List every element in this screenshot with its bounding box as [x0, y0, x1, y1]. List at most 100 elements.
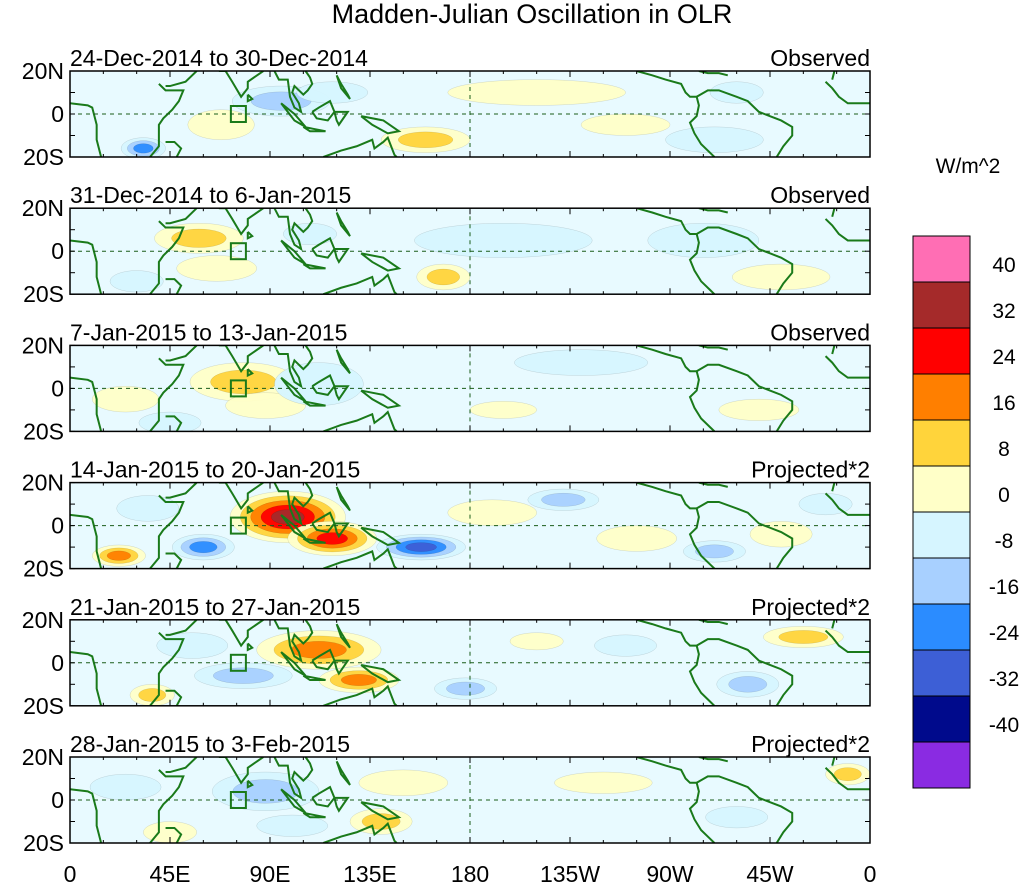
anomaly-contour [414, 223, 593, 258]
panel-date-range: 28-Jan-2015 to 3-Feb-2015 [70, 731, 350, 757]
coastline [165, 140, 183, 157]
coastline [831, 208, 836, 218]
coastline [165, 689, 183, 706]
panel-date-range: 24-Dec-2014 to 30-Dec-2014 [70, 45, 368, 71]
x-tick-label: 90W [646, 861, 694, 887]
coastline [149, 83, 185, 157]
coastlines [70, 71, 870, 157]
colorbar-label: -32 [989, 668, 1019, 691]
anomaly-contour [212, 667, 274, 684]
x-axis: 0 45E 90E 135E 180 135W 90W 45W 0 [64, 861, 877, 887]
x-tick-label: 135E [343, 861, 397, 887]
coastline [273, 71, 314, 115]
anomaly-contour [283, 223, 337, 245]
x-tick-label: 0 [864, 861, 877, 887]
coastline [824, 767, 870, 791]
anomaly-contour [138, 688, 167, 702]
coastline [70, 102, 103, 157]
coastline [273, 208, 314, 252]
colorbar-label: 40 [992, 254, 1015, 277]
coastlines [70, 482, 870, 569]
coastline [70, 513, 103, 569]
y-tick-label: 20N [22, 607, 64, 633]
coastline [165, 826, 183, 843]
panel-2: 20N 0 20S 31-Dec-2014 to 6-Jan-2015 Observed [22, 182, 871, 307]
panel-stack: 20N 0 20S 24-Dec-2014 to 30-Dec-2014 Observe… [22, 45, 871, 856]
coastline [246, 368, 254, 378]
anomaly-contour [91, 386, 160, 413]
coastline [273, 757, 314, 801]
coastline [696, 638, 794, 706]
coastline [322, 684, 398, 706]
coastline [696, 363, 794, 432]
x-tick-label: 90E [250, 861, 291, 887]
panel-date-range: 31-Dec-2014 to 6-Jan-2015 [70, 182, 351, 208]
colorbar-label: -24 [989, 622, 1020, 645]
coastline [302, 537, 326, 544]
anomaly-contour [709, 81, 764, 104]
y-tick-label: 20N [22, 744, 64, 770]
panel-type-label: Observed [770, 45, 870, 71]
panel-type-label: Projected*2 [751, 457, 870, 483]
anomaly-contour [728, 676, 768, 693]
coastline [165, 482, 198, 499]
coastline [333, 659, 350, 676]
y-tick-label: 0 [51, 787, 64, 813]
coastline [360, 663, 402, 684]
y-tick-label: 20S [23, 693, 64, 719]
anomaly-contour [446, 681, 485, 696]
colorbar-swatch [912, 511, 971, 559]
y-tick-label: 0 [51, 101, 64, 127]
coastline [333, 522, 350, 539]
coastline [696, 226, 794, 295]
coastline [824, 355, 870, 379]
colorbar-label: -16 [989, 576, 1019, 599]
anomaly-field [109, 223, 831, 293]
anomaly-contour [210, 369, 277, 395]
y-tick-label: 20S [23, 418, 64, 444]
coastline [322, 273, 398, 295]
colorbar-swatch [912, 603, 971, 651]
anomaly-contour [833, 767, 862, 782]
coastline [165, 208, 198, 225]
coastline [149, 357, 185, 432]
coastline [824, 629, 870, 654]
anomaly-contour [705, 806, 769, 829]
coastline [302, 400, 326, 407]
coastline [696, 89, 794, 157]
coastline [273, 482, 314, 526]
x-tick-label: 45E [150, 861, 191, 887]
anomaly-contour [225, 392, 306, 419]
coastline [636, 345, 716, 432]
coastline [246, 779, 254, 789]
coastline [302, 263, 326, 270]
panel-4: 20N 0 20S 14-Jan-2015 to 20-Jan-2015 Project… [22, 457, 871, 582]
panel-1: 20N 0 20S 24-Dec-2014 to 30-Dec-2014 Observe… [22, 45, 871, 170]
colorbar-label: 16 [992, 392, 1015, 415]
colorbar-label: 8 [998, 438, 1010, 461]
coastline [165, 619, 198, 636]
panel-date-range: 14-Jan-2015 to 20-Jan-2015 [70, 457, 360, 483]
coastline [824, 218, 870, 242]
x-tick-label: 135W [540, 861, 600, 887]
anomaly-contour [426, 268, 460, 286]
anomaly-contour [397, 131, 454, 148]
coastline [335, 623, 351, 649]
coastline [335, 212, 351, 237]
coastline [218, 757, 264, 785]
coastline [165, 415, 183, 432]
coastline [70, 651, 103, 706]
coastline [322, 821, 398, 843]
anomaly-contour [509, 632, 564, 651]
coastline [322, 547, 398, 569]
panel-type-label: Projected*2 [751, 594, 870, 620]
panel-type-label: Observed [770, 182, 870, 208]
panel-type-label: Observed [770, 319, 870, 345]
anomaly-contour [718, 398, 800, 421]
coastline [165, 345, 198, 362]
coastline [165, 552, 183, 569]
colorbar-swatch [912, 465, 971, 513]
y-tick-label: 0 [51, 375, 64, 401]
panel-3: 20N 0 20S 7-Jan-2015 to 13-Jan-2015 Observed [22, 319, 871, 444]
panel-date-range: 21-Jan-2015 to 27-Jan-2015 [70, 594, 360, 620]
